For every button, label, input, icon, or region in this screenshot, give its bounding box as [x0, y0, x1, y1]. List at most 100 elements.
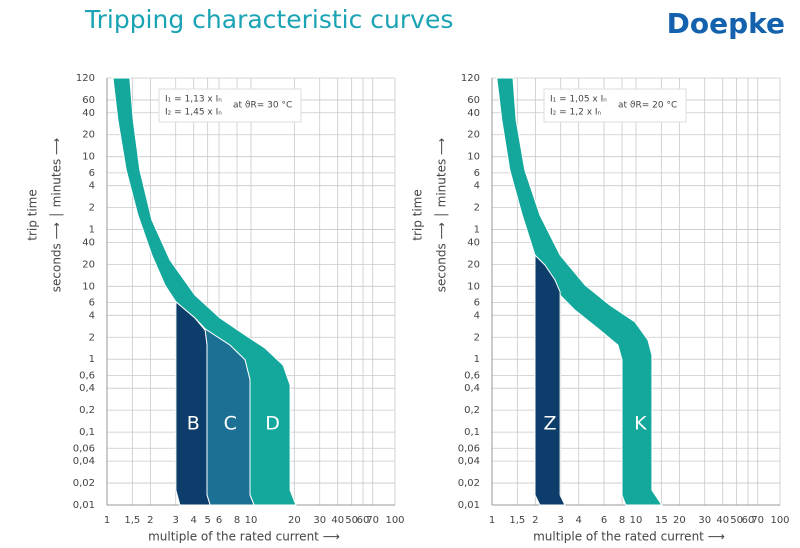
x-tick-label: 5 [204, 515, 210, 526]
y-tick-label: 0,06 [73, 443, 95, 454]
y-tick-label: 10 [467, 152, 480, 163]
x-tick-label: 50 [730, 515, 743, 526]
brand-logo: Doepke [667, 7, 785, 40]
y-tick-label: 6 [474, 297, 480, 308]
y-tick-label: 40 [82, 108, 95, 119]
y-tick-label: 2 [89, 332, 95, 343]
y-tick-label: 40 [467, 237, 480, 248]
y-tick-label: 40 [467, 108, 480, 119]
x-tick-label: 1,5 [509, 515, 525, 526]
y-tick-label: 2 [474, 203, 480, 214]
x-tick-label: 100 [385, 515, 404, 526]
y-tick-label: 0,01 [73, 500, 95, 511]
y-tick-label: 6 [89, 297, 95, 308]
x-tick-label: 3 [558, 515, 564, 526]
y-tick-label: 0,02 [458, 478, 480, 489]
legend-box [158, 88, 302, 123]
y-tick-label: 120 [76, 73, 95, 84]
curve-label: Z [543, 413, 556, 435]
x-tick-label: 60 [742, 515, 755, 526]
y-tick-label: 4 [474, 181, 480, 192]
y-tick-label: 0,1 [464, 427, 480, 438]
x-tick-label: 3 [173, 515, 179, 526]
y-tick-label: 4 [89, 310, 95, 321]
x-tick-label: 20 [673, 515, 686, 526]
note-text: I₁ = 1,13 x Iₙ [165, 95, 222, 105]
y-tick-label: 1 [474, 354, 480, 365]
x-tick-label: 8 [619, 515, 625, 526]
y-tick-label: 60 [82, 95, 95, 106]
x-axis-label: multiple of the rated current ⟶ [148, 530, 340, 544]
y-axis-label: trip time [26, 189, 40, 241]
x-tick-label: 20 [288, 515, 301, 526]
x-tick-label: 6 [216, 515, 222, 526]
curve-label: K [634, 413, 647, 435]
x-tick-label: 10 [630, 515, 643, 526]
x-tick-label: 30 [698, 515, 711, 526]
x-tick-label: 50 [345, 515, 358, 526]
x-tick-label: 30 [313, 515, 326, 526]
x-axis-label: multiple of the rated current ⟶ [533, 530, 725, 544]
y-axis-label: seconds ⟶ │ minutes ⟶ [49, 138, 64, 293]
y-tick-label: 0,02 [73, 478, 95, 489]
note-text: I₂ = 1,2 x Iₙ [550, 108, 602, 118]
x-tick-label: 8 [234, 515, 240, 526]
y-tick-label: 4 [89, 181, 95, 192]
x-tick-label: 4 [576, 515, 582, 526]
y-tick-label: 10 [467, 281, 480, 292]
note-text: I₁ = 1,05 x Iₙ [550, 95, 607, 105]
x-tick-label: 60 [357, 515, 370, 526]
y-tick-label: 0,04 [73, 456, 95, 467]
x-tick-label: 70 [751, 515, 764, 526]
y-tick-label: 0,4 [464, 383, 480, 394]
condition-text: at ϑR= 30 °C [233, 101, 292, 111]
condition-text: at ϑR= 20 °C [618, 101, 677, 111]
y-tick-label: 0,06 [458, 443, 480, 454]
y-tick-label: 2 [474, 332, 480, 343]
x-tick-label: 40 [331, 515, 344, 526]
y-tick-label: 0,1 [79, 427, 95, 438]
y-tick-label: 20 [82, 259, 95, 270]
y-tick-label: 0,6 [79, 370, 95, 381]
x-tick-label: 2 [147, 515, 153, 526]
y-tick-label: 60 [467, 95, 480, 106]
y-tick-label: 40 [82, 237, 95, 248]
x-tick-label: 1,5 [124, 515, 140, 526]
y-tick-label: 2 [89, 203, 95, 214]
y-axis-label: seconds ⟶ │ minutes ⟶ [434, 138, 449, 293]
x-tick-label: 100 [770, 515, 789, 526]
y-tick-label: 20 [82, 130, 95, 141]
chart: 12060402010642140201064210,60,40,20,10,0… [411, 73, 790, 544]
y-tick-label: 0,01 [458, 500, 480, 511]
note-text: I₂ = 1,45 x Iₙ [165, 108, 222, 118]
x-tick-label: 1 [104, 515, 110, 526]
x-tick-label: 4 [191, 515, 197, 526]
y-tick-label: 20 [467, 259, 480, 270]
y-tick-label: 10 [82, 152, 95, 163]
curve-label: C [224, 413, 237, 435]
page-title: Tripping characteristic curves [84, 5, 453, 34]
y-tick-label: 0,2 [79, 405, 95, 416]
chart: 12060402010642140201064210,60,40,20,10,0… [26, 73, 405, 544]
y-tick-label: 0,6 [464, 370, 480, 381]
y-tick-label: 0,04 [458, 456, 480, 467]
y-tick-label: 1 [89, 354, 95, 365]
curve-label: D [265, 413, 280, 435]
y-tick-label: 120 [461, 73, 480, 84]
y-tick-label: 1 [89, 225, 95, 236]
y-tick-label: 6 [474, 168, 480, 179]
x-tick-label: 2 [532, 515, 538, 526]
curve-band [175, 300, 211, 506]
y-axis-label: trip time [411, 189, 425, 241]
curve-band [534, 253, 566, 506]
y-tick-label: 0,4 [79, 383, 95, 394]
x-tick-label: 1 [489, 515, 495, 526]
y-tick-label: 10 [82, 281, 95, 292]
x-tick-label: 40 [716, 515, 729, 526]
y-tick-label: 4 [474, 310, 480, 321]
y-tick-label: 1 [474, 225, 480, 236]
x-tick-label: 6 [601, 515, 607, 526]
curve-label: B [187, 413, 200, 435]
x-tick-label: 15 [655, 515, 668, 526]
